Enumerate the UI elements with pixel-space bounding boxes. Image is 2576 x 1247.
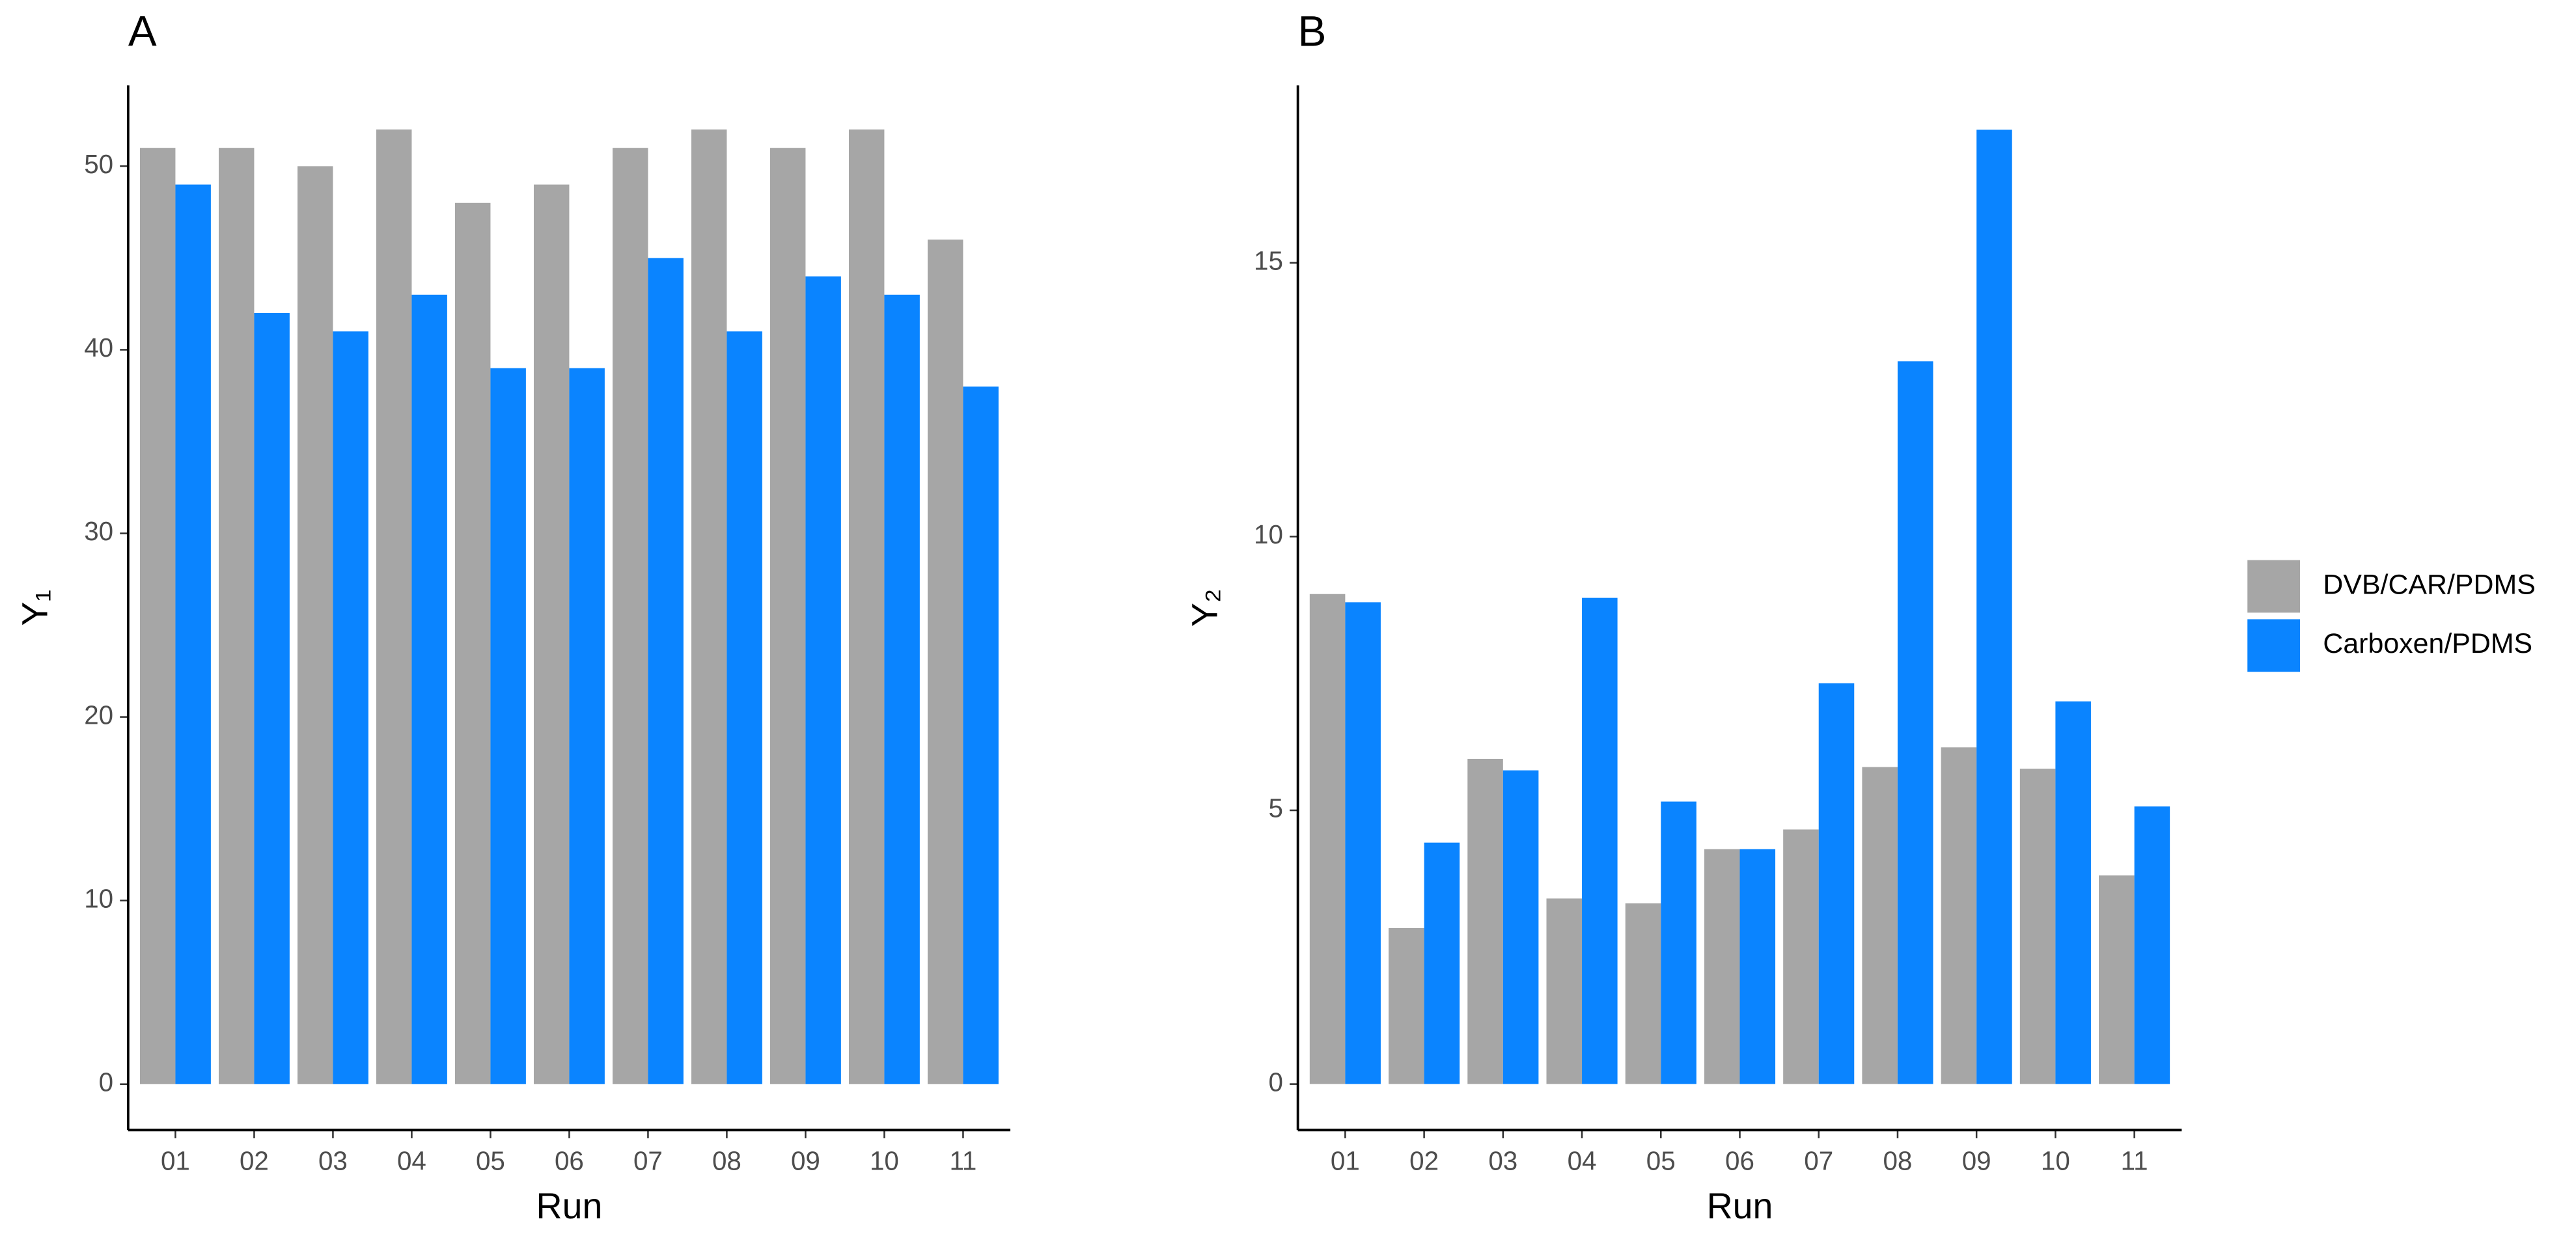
bar — [1941, 747, 1977, 1084]
bar — [2019, 769, 2056, 1084]
y-tick-label: 0 — [99, 1067, 113, 1097]
bar — [2055, 701, 2091, 1084]
bar — [297, 166, 333, 1084]
x-tick-label: 05 — [1646, 1145, 1676, 1175]
bar — [569, 368, 605, 1084]
bar — [1818, 683, 1855, 1084]
bar — [1625, 903, 1661, 1084]
x-tick-label: 08 — [712, 1145, 741, 1175]
bar — [769, 148, 806, 1084]
x-tick-label: 09 — [791, 1145, 820, 1175]
bar — [2099, 875, 2135, 1084]
bar — [1345, 602, 1381, 1084]
legend-key — [2247, 560, 2301, 613]
bar — [1309, 594, 1346, 1084]
y-tick-label: 5 — [1268, 793, 1282, 823]
bar — [884, 294, 920, 1084]
bar — [1389, 927, 1424, 1084]
bar — [175, 184, 211, 1084]
y-tick-label: 30 — [84, 516, 113, 546]
bar — [805, 276, 841, 1084]
x-tick-label: 01 — [1331, 1145, 1360, 1175]
x-tick-label: 05 — [476, 1145, 505, 1175]
legend-key — [2247, 619, 2301, 672]
x-tick-label: 07 — [633, 1145, 663, 1175]
legend-label: DVB/CAR/PDMS — [2323, 569, 2535, 600]
x-tick-label: 02 — [240, 1145, 269, 1175]
x-tick-label: 06 — [1725, 1145, 1754, 1175]
bar — [139, 148, 176, 1084]
bar — [927, 240, 963, 1084]
bar — [963, 386, 999, 1084]
bar — [1704, 849, 1740, 1084]
x-tick-label: 01 — [161, 1145, 190, 1175]
bar — [411, 294, 447, 1084]
x-tick-label: 09 — [1962, 1145, 1991, 1175]
y-tick-label: 50 — [84, 149, 113, 179]
y-tick-label: 10 — [1254, 519, 1283, 549]
panel-title: B — [1298, 7, 1327, 55]
bar — [1503, 770, 1539, 1084]
x-axis-title: Run — [536, 1186, 603, 1226]
bar — [1582, 597, 1618, 1084]
bar — [1467, 758, 1503, 1084]
bar — [612, 148, 648, 1084]
bar — [1424, 842, 1460, 1084]
x-tick-label: 07 — [1804, 1145, 1833, 1175]
x-tick-label: 04 — [397, 1145, 426, 1175]
bar — [333, 331, 368, 1084]
bar — [218, 148, 255, 1084]
x-tick-label: 10 — [2041, 1145, 2070, 1175]
bar — [1783, 829, 1819, 1084]
legend-label: Carboxen/PDMS — [2323, 628, 2532, 659]
bar — [533, 184, 570, 1084]
x-tick-label: 06 — [555, 1145, 584, 1175]
x-tick-label: 08 — [1883, 1145, 1912, 1175]
y-tick-label: 0 — [1268, 1067, 1282, 1097]
bar — [254, 313, 290, 1084]
panel-title: A — [128, 7, 157, 55]
x-tick-label: 03 — [318, 1145, 348, 1175]
y-tick-label: 20 — [84, 700, 113, 730]
y-axis-title: Y₁ — [15, 590, 55, 626]
bar — [1739, 849, 1776, 1084]
bar — [1862, 767, 1898, 1084]
bar — [454, 202, 491, 1084]
x-axis-title: Run — [1707, 1186, 1773, 1226]
bar — [1976, 130, 2012, 1084]
y-tick-label: 40 — [84, 333, 113, 363]
x-tick-label: 03 — [1488, 1145, 1517, 1175]
bar — [2134, 806, 2170, 1084]
bar — [1546, 898, 1583, 1084]
bar — [1661, 801, 1697, 1084]
x-tick-label: 11 — [949, 1145, 976, 1175]
bar — [1897, 361, 1933, 1084]
x-tick-label: 11 — [2121, 1145, 2148, 1175]
bar — [648, 258, 684, 1084]
bar — [376, 129, 412, 1084]
x-tick-label: 02 — [1409, 1145, 1439, 1175]
bar — [848, 129, 885, 1084]
y-tick-label: 10 — [84, 883, 113, 913]
bar — [727, 331, 762, 1084]
x-tick-label: 10 — [870, 1145, 899, 1175]
bar — [490, 368, 526, 1084]
bar — [691, 129, 727, 1084]
x-tick-label: 04 — [1568, 1145, 1597, 1175]
y-axis-title: Y₂ — [1185, 588, 1225, 627]
y-tick-label: 15 — [1254, 245, 1283, 275]
